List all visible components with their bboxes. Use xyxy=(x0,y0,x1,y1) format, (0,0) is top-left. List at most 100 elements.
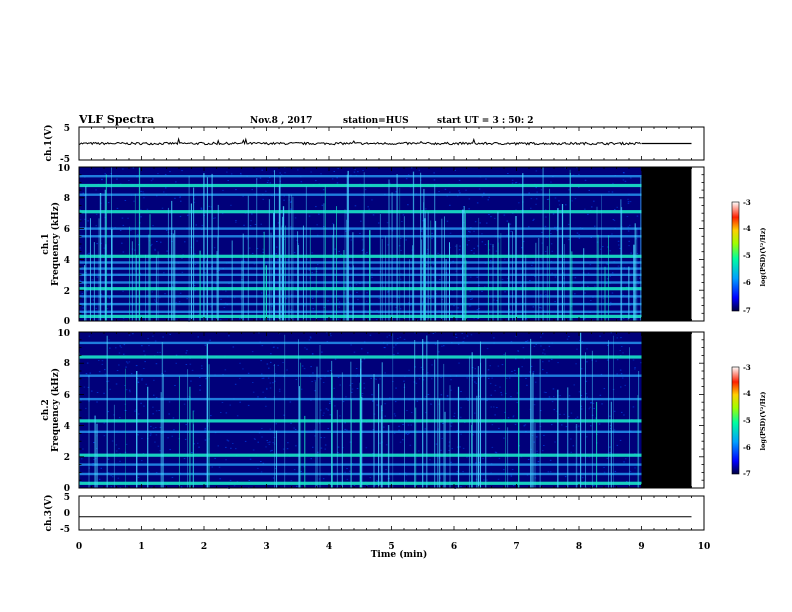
ch2-frequency-label: Frequency (kHz) xyxy=(50,368,61,452)
noise-speck xyxy=(395,191,397,193)
noise-speck xyxy=(614,470,617,472)
noise-speck xyxy=(407,424,410,426)
noise-speck xyxy=(181,170,183,172)
noise-speck xyxy=(499,237,501,239)
noise-speck xyxy=(356,291,358,293)
noise-speck xyxy=(609,446,611,448)
noise-speck xyxy=(348,230,351,232)
noise-speck xyxy=(81,458,83,460)
noise-speck xyxy=(342,401,345,403)
noise-speck xyxy=(101,254,104,256)
noise-speck xyxy=(410,424,412,426)
noise-speck xyxy=(278,390,281,392)
noise-speck xyxy=(209,339,211,341)
noise-speck xyxy=(619,439,622,441)
noise-speck xyxy=(294,217,297,219)
noise-speck xyxy=(619,247,621,249)
ch1-ytick-8: 8 xyxy=(64,194,70,204)
noise-speck xyxy=(481,196,484,198)
noise-speck xyxy=(159,450,161,452)
noise-speck xyxy=(340,253,342,255)
noise-speck xyxy=(179,215,182,217)
noise-speck xyxy=(575,363,577,365)
noise-speck xyxy=(138,413,140,415)
noise-speck xyxy=(389,182,391,184)
noise-speck xyxy=(262,248,264,250)
noise-speck xyxy=(95,307,98,309)
noise-speck xyxy=(488,196,490,198)
frequency-band xyxy=(79,193,642,196)
noise-speck xyxy=(568,416,570,418)
noise-speck xyxy=(368,208,370,210)
noise-speck xyxy=(543,445,545,446)
noise-speck xyxy=(630,177,632,179)
noise-speck xyxy=(415,382,418,384)
noise-speck xyxy=(526,384,528,386)
noise-speck xyxy=(435,443,438,445)
noise-speck xyxy=(193,285,196,287)
noise-speck xyxy=(137,434,139,436)
noise-speck xyxy=(311,272,313,273)
noise-speck xyxy=(617,240,620,242)
noise-speck xyxy=(551,358,553,360)
noise-speck xyxy=(269,441,271,443)
noise-speck xyxy=(127,362,129,364)
noise-speck xyxy=(301,365,304,367)
noise-speck xyxy=(320,173,322,175)
noise-speck xyxy=(283,414,285,416)
noise-speck xyxy=(490,260,492,262)
noise-speck xyxy=(559,413,561,415)
noise-speck xyxy=(491,377,493,379)
noise-speck xyxy=(370,377,372,379)
noise-speck xyxy=(565,426,568,428)
noise-speck xyxy=(545,392,547,393)
noise-speck xyxy=(98,478,101,480)
noise-speck xyxy=(460,391,462,392)
noise-speck xyxy=(351,391,353,393)
noise-speck xyxy=(153,379,155,381)
noise-speck xyxy=(116,178,118,180)
noise-speck xyxy=(386,344,389,346)
noise-speck xyxy=(549,459,552,461)
noise-speck xyxy=(534,477,537,479)
noise-speck xyxy=(204,283,206,285)
noise-speck xyxy=(262,251,264,253)
noise-speck xyxy=(327,300,329,302)
noise-speck xyxy=(310,171,312,173)
noise-speck xyxy=(530,207,532,209)
noise-speck xyxy=(204,344,207,346)
noise-speck xyxy=(466,244,469,246)
ch3-waveform-ylabel: ch.3(V) xyxy=(43,495,54,532)
noise-speck xyxy=(269,382,272,384)
noise-speck xyxy=(426,253,428,255)
noise-speck xyxy=(458,249,461,251)
noise-speck xyxy=(372,214,375,216)
noise-speck xyxy=(549,230,551,232)
noise-speck xyxy=(324,444,327,446)
noise-speck xyxy=(251,189,253,191)
noise-speck xyxy=(500,394,503,396)
noise-speck xyxy=(273,365,275,366)
noise-speck xyxy=(119,460,121,462)
noise-speck xyxy=(349,470,351,472)
noise-speck xyxy=(523,358,525,360)
noise-speck xyxy=(513,369,516,371)
noise-speck xyxy=(128,334,131,336)
noise-speck xyxy=(140,402,142,404)
noise-speck xyxy=(259,177,262,179)
noise-speck xyxy=(235,221,237,223)
frequency-band xyxy=(79,267,642,270)
noise-speck xyxy=(184,241,186,243)
noise-speck xyxy=(160,241,162,243)
noise-speck xyxy=(286,369,288,371)
noise-speck xyxy=(122,224,125,226)
noise-speck xyxy=(393,354,395,356)
noise-speck xyxy=(362,170,364,171)
noise-speck xyxy=(376,404,378,406)
noise-speck xyxy=(620,337,622,339)
noise-speck xyxy=(199,377,201,378)
noise-speck xyxy=(133,200,135,202)
noise-speck xyxy=(418,169,421,171)
noise-speck xyxy=(108,297,111,299)
noise-speck xyxy=(322,189,325,191)
